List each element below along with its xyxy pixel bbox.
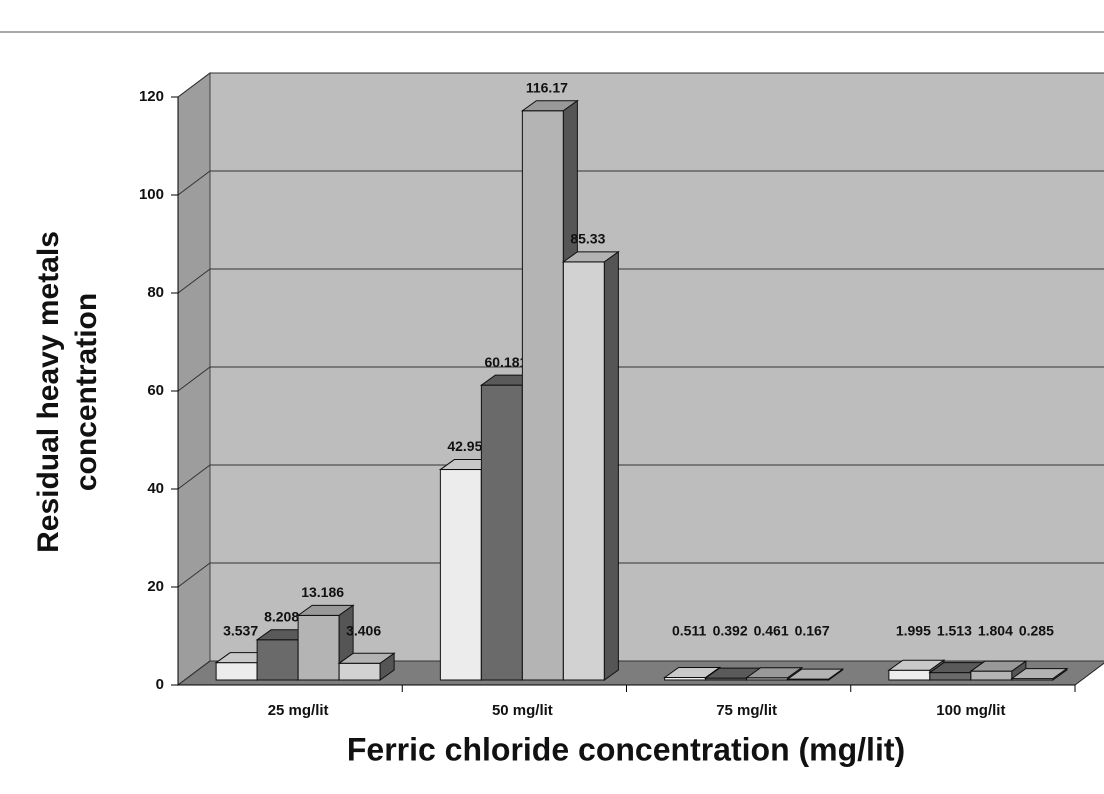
bar-front — [256, 639, 299, 681]
data-label: 0.461 — [754, 623, 789, 639]
grid-line-side — [177, 170, 211, 196]
bar-front — [439, 469, 482, 681]
data-label: 116.17 — [526, 79, 568, 95]
data-label: 60.181 — [484, 354, 527, 370]
bar — [786, 668, 845, 681]
data-label: 85.33 — [570, 231, 605, 247]
grid-line-side — [177, 660, 211, 686]
bar-front — [215, 662, 258, 681]
x-tick-label: 25 mg/lit — [268, 702, 329, 719]
bar-front — [480, 384, 523, 681]
bar — [337, 652, 396, 681]
bar-front — [521, 110, 564, 681]
grid-line-side — [177, 268, 211, 294]
x-axis-label: Ferric chloride concentration (mg/lit) — [347, 731, 905, 767]
y-axis-label-line: Residual heavy metals — [32, 231, 65, 553]
grid-line-side — [177, 366, 211, 392]
y-tick-label: 120 — [139, 88, 164, 105]
y-tick-label: 20 — [147, 578, 164, 595]
bar — [969, 660, 1028, 681]
x-tick-label: 75 mg/lit — [716, 702, 777, 719]
bar — [296, 604, 355, 681]
data-label: 8.208 — [264, 608, 299, 624]
bar-side — [828, 668, 844, 681]
bar-front — [562, 261, 605, 681]
bar-side — [379, 652, 395, 681]
bar-front — [888, 669, 931, 681]
data-label: 3.537 — [223, 623, 258, 639]
y-axis-label: Residual heavy metals concentration — [32, 231, 103, 553]
bar — [1010, 667, 1069, 681]
data-label: 3.406 — [346, 623, 381, 639]
y-tick-label: 100 — [139, 186, 164, 203]
data-label: 0.511 — [672, 623, 706, 639]
data-label: 1.513 — [937, 623, 972, 639]
grid-line-side — [177, 562, 211, 588]
bar-front — [338, 662, 381, 681]
grid-line-side — [177, 464, 211, 490]
bar-front — [970, 670, 1013, 681]
y-tick-label: 60 — [147, 382, 164, 399]
y-tick-label: 80 — [147, 284, 164, 301]
data-label: 0.167 — [795, 623, 830, 639]
bar-front — [297, 614, 340, 681]
data-label: 0.285 — [1019, 623, 1054, 639]
data-label: 42.95 — [447, 438, 482, 454]
data-label: 1.995 — [896, 623, 931, 639]
y-tick-label: 40 — [147, 480, 164, 497]
data-label: 13.186 — [301, 584, 344, 600]
x-tick-label: 100 mg/lit — [936, 702, 1005, 719]
grid-line-side — [177, 72, 211, 98]
data-label: 1.804 — [978, 623, 1013, 639]
bar — [561, 250, 620, 681]
bar-side — [603, 250, 619, 681]
bar-side — [1052, 667, 1068, 681]
y-axis-label-line: concentration — [70, 293, 103, 491]
y-tick-label: 0 — [156, 676, 164, 693]
x-tick-label: 50 mg/lit — [492, 702, 553, 719]
bar-front — [929, 672, 972, 681]
data-label: 0.392 — [713, 623, 748, 639]
